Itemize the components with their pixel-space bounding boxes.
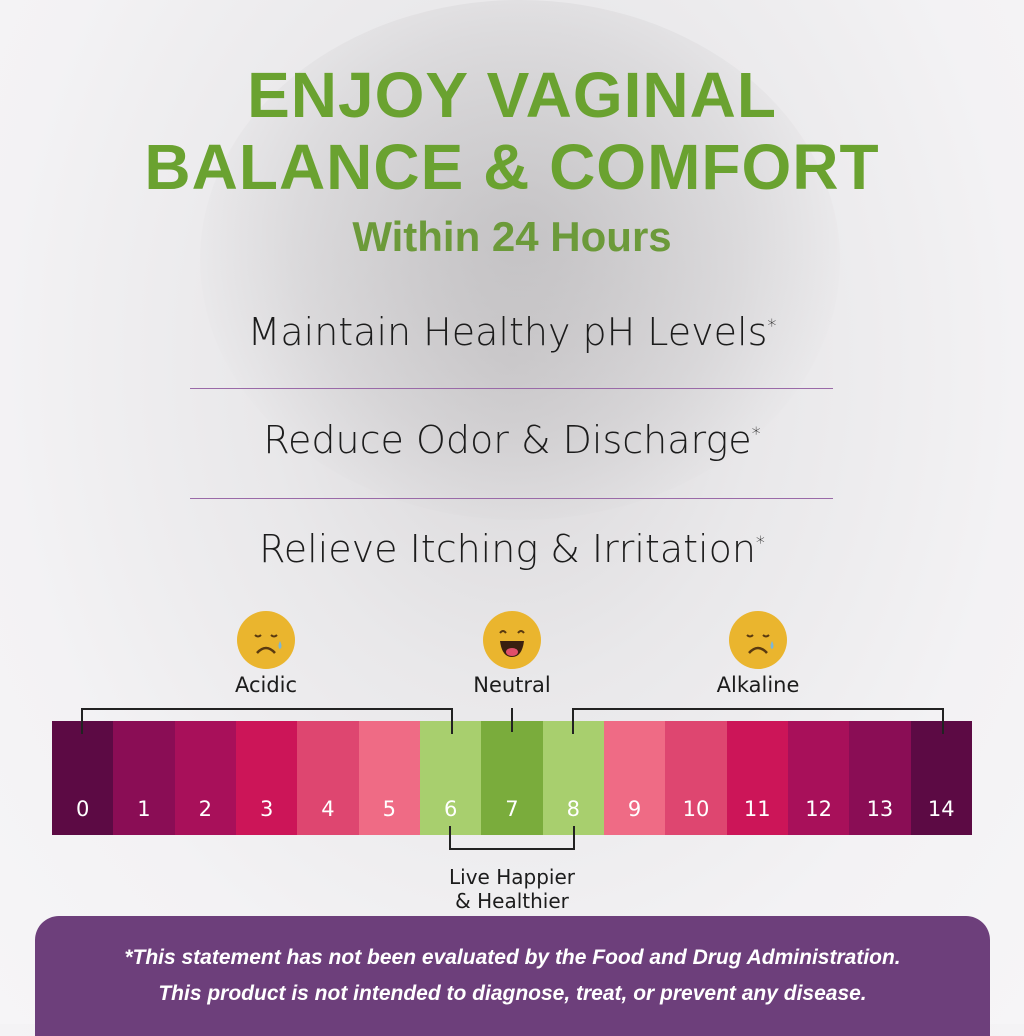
benefit-text: Reduce Odor & Discharge (263, 418, 752, 462)
ph-cell-6: 6 (419, 721, 482, 835)
headline-line-1: ENJOY VAGINAL (247, 59, 777, 131)
headline-subline: Within 24 Hours (352, 213, 672, 260)
zone-label-alkaline: Alkaline (716, 673, 800, 697)
ph-cell-1: 1 (113, 721, 175, 835)
ph-cell-10: 10 (665, 721, 727, 835)
sad-crying-face-icon (237, 611, 295, 669)
ph-cell-11: 11 (726, 721, 788, 835)
ph-value: 4 (321, 797, 335, 821)
divider (190, 388, 833, 389)
neutral-tick (511, 708, 513, 732)
ph-value: 7 (505, 797, 519, 821)
headline-line-2: BALANCE & COMFORT (144, 131, 880, 203)
benefit-text: Maintain Healthy pH Levels (247, 310, 768, 354)
ph-cell-2: 2 (174, 721, 236, 835)
ph-cell-12: 12 (787, 721, 850, 835)
ph-value: 13 (866, 797, 894, 821)
healthy-label-line-2: & Healthier (455, 889, 569, 913)
ph-cell-8: 8 (542, 721, 604, 835)
fda-disclaimer: *This statement has not been evaluated b… (35, 916, 990, 1036)
ph-cell-5: 5 (358, 721, 420, 835)
asterisk: * (767, 315, 777, 337)
ph-value: 3 (259, 797, 274, 821)
laughing-face-icon (483, 611, 541, 669)
ph-value: 11 (743, 797, 771, 821)
ph-cell-7: 7 (481, 721, 543, 835)
benefit-odor: Reduce Odor & Discharge* (0, 418, 1024, 462)
zone-label-acidic: Acidic (234, 673, 298, 697)
ph-value: 2 (198, 797, 212, 821)
divider (190, 498, 833, 499)
healthy-range-bracket (449, 826, 575, 850)
benefit-text: Relieve Itching & Irritation (259, 527, 756, 571)
healthy-range-label: Live Happier & Healthier (449, 865, 575, 913)
ph-cell-13: 13 (849, 721, 911, 835)
ph-value: 14 (927, 797, 955, 821)
ph-cell-0: 0 (52, 721, 114, 835)
ph-value: 1 (137, 797, 151, 821)
background-photo (200, 0, 840, 520)
healthy-label-line-1: Live Happier (449, 865, 575, 889)
asterisk: * (751, 423, 761, 445)
ph-cell-9: 9 (603, 721, 666, 835)
ph-value: 9 (627, 797, 642, 821)
acidic-bracket (81, 708, 453, 734)
ph-value: 12 (805, 797, 832, 821)
ph-value: 8 (566, 797, 580, 821)
ph-scale-bar: 0 1 2 3 4 5 6 7 8 9 10 11 12 13 14 (52, 721, 972, 835)
ph-value: 10 (682, 797, 710, 821)
ph-cell-14: 14 (910, 721, 972, 835)
disclaimer-line-2: This product is not intended to diagnose… (158, 982, 867, 1005)
ph-cell-4: 4 (297, 721, 359, 835)
ph-value: 5 (382, 797, 396, 821)
ph-value: 0 (75, 797, 90, 821)
asterisk: * (755, 532, 765, 554)
ph-value: 6 (443, 797, 458, 821)
sad-crying-face-icon (729, 611, 787, 669)
benefit-ph: Maintain Healthy pH Levels* (0, 310, 1024, 354)
benefit-itching: Relieve Itching & Irritation* (0, 527, 1024, 571)
disclaimer-line-1: *This statement has not been evaluated b… (124, 946, 901, 969)
ph-cell-3: 3 (235, 721, 298, 835)
zone-label-neutral: Neutral (473, 673, 551, 697)
alkaline-bracket (572, 708, 944, 734)
